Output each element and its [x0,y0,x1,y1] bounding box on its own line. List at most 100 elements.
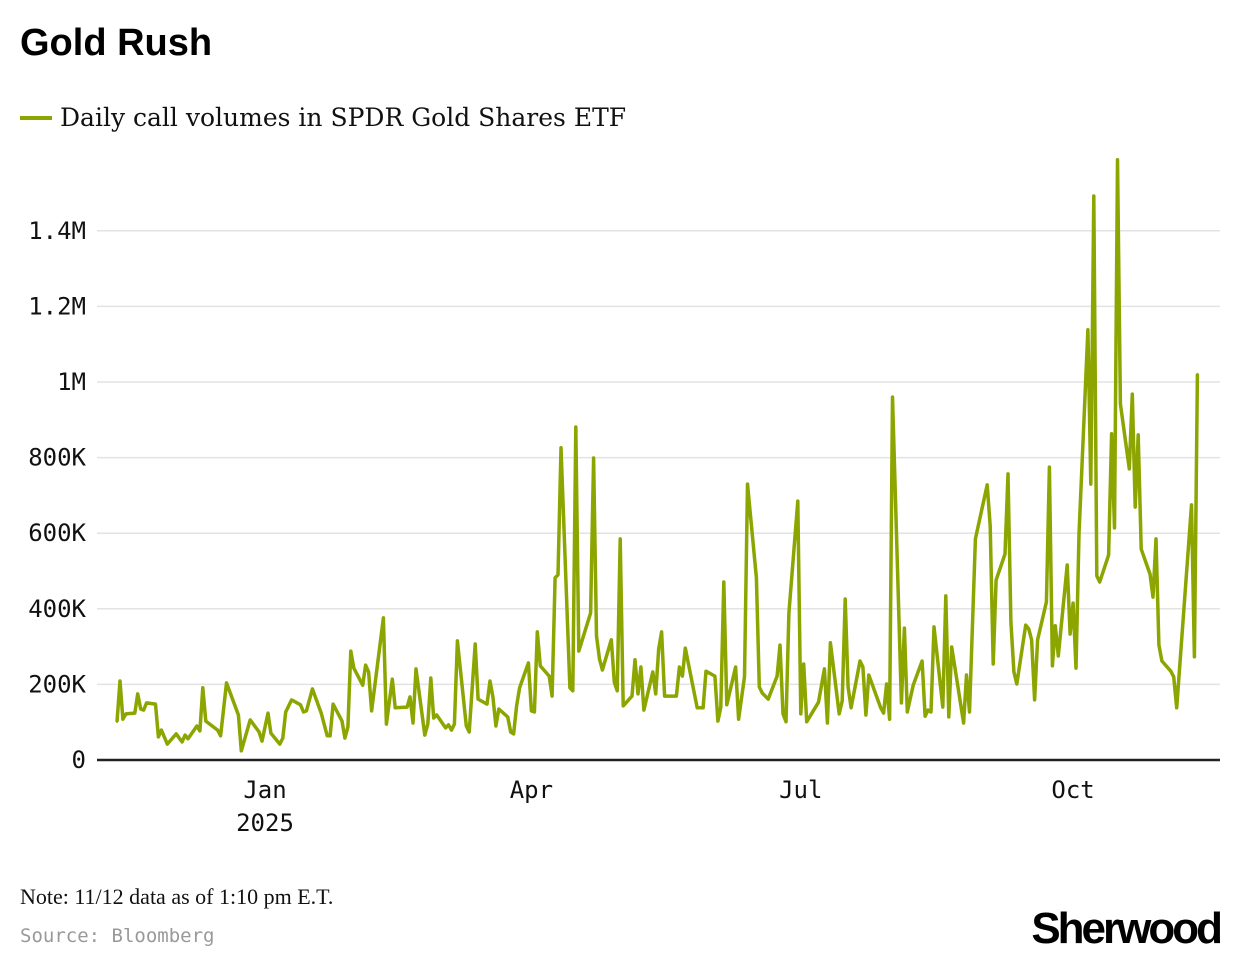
data-point [385,722,388,726]
data-point [929,710,933,714]
chart-title: Gold Rush [20,22,213,64]
data-point [1092,194,1096,198]
data-point [761,691,764,695]
data-point [1172,675,1175,678]
data-point [613,680,616,684]
data-point [758,685,761,689]
data-point [1098,580,1101,584]
source: Source: Bloomberg [20,925,215,947]
data-point [414,667,418,671]
data-point [497,707,500,711]
data-point [1190,503,1193,507]
data-point [509,730,512,734]
data-point [539,664,542,668]
data-point [175,732,178,736]
data-point [633,658,637,661]
data-point [249,718,252,722]
data-point [1148,572,1152,576]
data-point [124,712,128,716]
data-point [536,630,539,634]
data-point [364,663,367,667]
data-point [488,679,492,683]
data-point [429,676,432,680]
data-point [861,665,865,669]
data-point [1193,655,1196,658]
data-point [681,674,684,678]
data-point [204,719,207,723]
data-point [1068,632,1072,636]
data-point [1045,600,1048,604]
data-point [846,685,850,689]
data-point [1015,682,1018,686]
data-point [926,708,930,712]
data-point [225,681,228,685]
data-point [920,659,924,663]
data-point [180,740,184,744]
y-tick-label: 1.4M [28,217,86,245]
data-point [139,707,142,711]
data-point [142,708,145,712]
data-point [571,689,574,692]
data-point [1066,563,1069,567]
data-point [678,665,681,669]
data-point [932,625,936,629]
data-point [278,742,281,746]
data-point [512,732,515,736]
data-point [1009,620,1013,624]
data-point [885,682,888,686]
data-point [133,711,136,715]
data-point [367,670,370,674]
data-point [784,720,788,723]
data-point [426,722,429,726]
data-points [115,158,1199,753]
data-point [941,705,944,709]
data-point [1196,372,1199,376]
data-point [370,709,373,713]
data-point [1140,547,1143,551]
data-point [219,734,222,737]
data-point [947,715,950,719]
x-axis-ticks: Jan 2025 Apr Jul Oct [236,776,1095,837]
data-point [722,580,725,584]
data-point [923,715,927,718]
data-point [391,677,394,681]
data-point [456,639,459,643]
data-point [684,646,687,650]
data-point [778,643,782,647]
data-point [1116,158,1119,161]
data-point [1057,654,1060,658]
legend-label: Daily call volumes in SPDR Gold Shares E… [60,103,627,132]
data-point [882,711,885,715]
data-point [349,649,352,653]
data-point [619,537,622,541]
data-point [574,425,577,429]
data-point [879,706,882,709]
line-chart: 0 200K 400K 600K 800K 1M 1.2M 1.4M Jan 2025 Apr Ju… [28,157,1220,837]
data-point [1095,574,1099,578]
data-point [311,687,314,691]
data-point [195,724,199,728]
data-point [965,673,968,677]
data-point [216,728,219,732]
data-point [799,712,802,716]
data-point [992,662,995,666]
data-point [453,722,456,726]
data-point [394,706,397,709]
data-point [1175,706,1178,709]
data-point [515,704,518,708]
data-point [260,739,264,743]
gridlines [97,230,1220,686]
data-point [589,611,592,615]
data-point [1071,601,1075,605]
data-point [906,710,909,714]
data-point [491,695,495,699]
y-axis-ticks: 0 200K 400K 600K 800K 1M 1.2M 1.4M [28,217,86,774]
x-tick-label: Apr [510,776,553,804]
data-point [601,668,604,672]
data-point [639,665,643,669]
data-point [118,679,122,683]
data-point [506,715,509,719]
data-point [1157,643,1161,647]
data-point [553,576,557,579]
data-point [340,719,344,723]
